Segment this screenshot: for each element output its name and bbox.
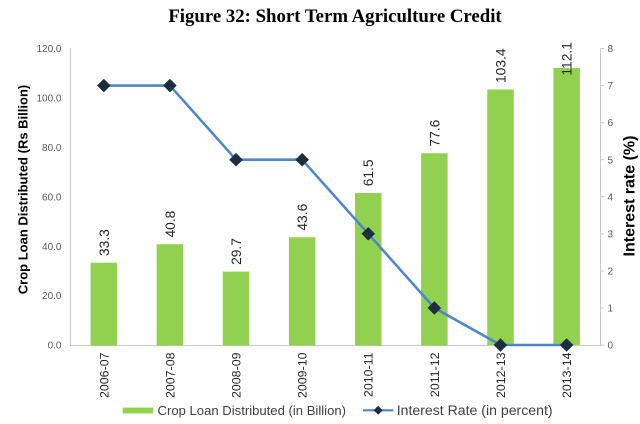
svg-text:2011-12: 2011-12 (428, 352, 442, 397)
svg-text:43.6: 43.6 (295, 203, 310, 230)
svg-text:Interest rate (%): Interest rate (%) (622, 136, 639, 257)
svg-text:29.7: 29.7 (229, 238, 244, 265)
svg-text:2008-09: 2008-09 (229, 352, 243, 398)
svg-text:112.1: 112.1 (560, 42, 575, 76)
svg-text:100.0: 100.0 (36, 94, 61, 105)
svg-text:Crop Loan Distributed (Rs Bill: Crop Loan Distributed (Rs Billion) (16, 85, 31, 294)
svg-text:103.4: 103.4 (493, 48, 508, 83)
svg-text:Interest Rate (in percent): Interest Rate (in percent) (397, 402, 553, 418)
svg-text:Crop Loan Distributed (in Bill: Crop Loan Distributed (in Billion) (158, 403, 347, 418)
svg-text:2012-13: 2012-13 (494, 352, 508, 398)
svg-text:2007-08: 2007-08 (163, 352, 177, 398)
svg-text:2010-11: 2010-11 (362, 352, 376, 397)
svg-text:77.6: 77.6 (427, 119, 442, 146)
svg-text:60.0: 60.0 (42, 192, 62, 203)
svg-text:2013-14: 2013-14 (560, 352, 574, 398)
svg-text:2006-07: 2006-07 (97, 352, 111, 398)
svg-text:8: 8 (608, 44, 614, 55)
svg-text:40.0: 40.0 (42, 242, 62, 253)
svg-text:33.3: 33.3 (97, 229, 112, 256)
svg-text:5: 5 (608, 155, 614, 166)
svg-text:2009-10: 2009-10 (296, 352, 310, 398)
svg-text:6: 6 (608, 118, 614, 129)
svg-text:0: 0 (608, 341, 614, 352)
svg-text:80.0: 80.0 (42, 143, 62, 154)
svg-text:120.0: 120.0 (36, 44, 61, 55)
svg-text:7: 7 (608, 81, 614, 92)
svg-text:1: 1 (608, 304, 614, 315)
svg-text:61.5: 61.5 (361, 159, 376, 186)
svg-text:2: 2 (608, 266, 614, 277)
svg-text:4: 4 (608, 192, 614, 203)
svg-text:Figure 32: Short Term Agricult: Figure 32: Short Term Agriculture Credit (168, 6, 502, 27)
svg-text:20.0: 20.0 (42, 291, 62, 302)
svg-text:3: 3 (608, 229, 614, 240)
svg-text:40.8: 40.8 (163, 210, 178, 237)
svg-text:0.0: 0.0 (48, 341, 62, 352)
